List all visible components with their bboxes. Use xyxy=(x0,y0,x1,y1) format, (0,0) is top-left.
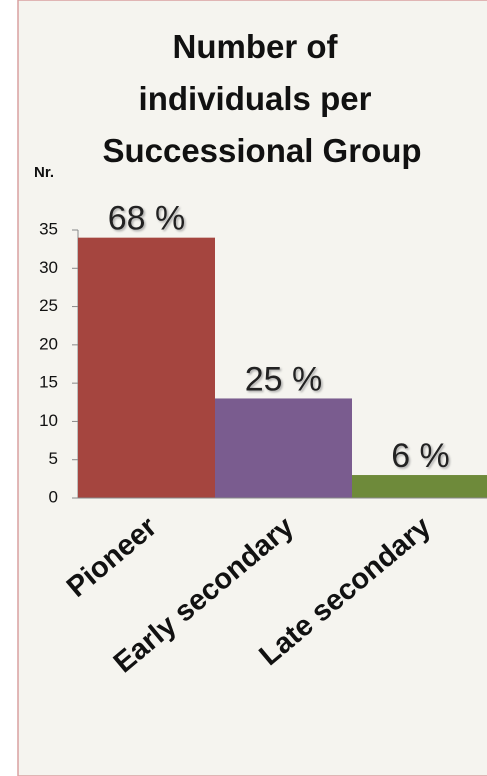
bar xyxy=(352,475,487,498)
y-tick-label: 35 xyxy=(39,219,58,238)
y-tick-label: 15 xyxy=(39,373,58,392)
y-tick-label: 0 xyxy=(49,487,58,506)
bar xyxy=(215,398,352,498)
bar xyxy=(78,237,215,498)
y-tick-label: 10 xyxy=(39,411,58,430)
chart-title: individuals per xyxy=(139,80,372,117)
bar-label: 6 % xyxy=(391,437,450,475)
bar-label: 68 % xyxy=(108,200,186,238)
y-tick-label: 5 xyxy=(49,449,58,468)
chart-title: Number of xyxy=(173,28,339,65)
y-axis-label: Nr. xyxy=(34,164,54,181)
bar-label: 25 % xyxy=(245,360,323,398)
y-tick-label: 20 xyxy=(39,334,58,353)
y-tick-label: 30 xyxy=(39,258,58,277)
chart-title: Successional Group xyxy=(102,132,421,169)
y-tick-label: 25 xyxy=(39,296,58,315)
